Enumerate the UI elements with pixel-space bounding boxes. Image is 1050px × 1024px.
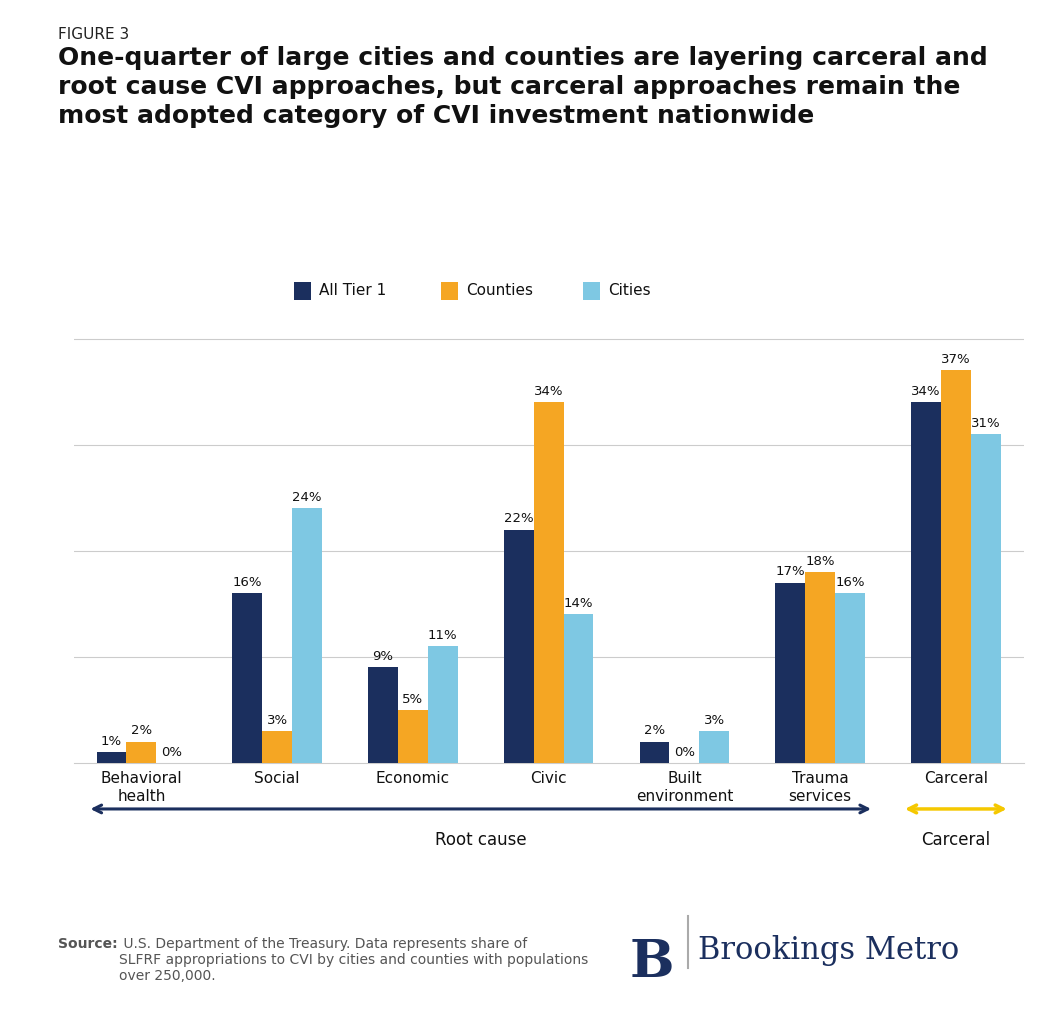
Text: 11%: 11% [428, 629, 458, 642]
Text: 2%: 2% [131, 724, 152, 737]
Bar [97, 753, 126, 763]
Bar [369, 668, 398, 763]
Text: 1%: 1% [101, 735, 122, 748]
Text: 2%: 2% [644, 724, 665, 737]
Bar [398, 710, 427, 763]
Text: 9%: 9% [373, 650, 394, 664]
Text: 3%: 3% [267, 714, 288, 727]
Bar [292, 508, 322, 763]
Bar [232, 593, 262, 763]
Bar [533, 402, 564, 763]
Text: Brookings Metro: Brookings Metro [698, 935, 960, 966]
Bar [911, 402, 941, 763]
Bar [941, 371, 971, 763]
Text: 34%: 34% [533, 385, 564, 398]
Bar [262, 731, 292, 763]
Text: 16%: 16% [232, 575, 262, 589]
Text: Root cause: Root cause [435, 831, 526, 850]
Text: Source:: Source: [58, 937, 118, 951]
Text: 18%: 18% [805, 555, 835, 567]
Text: U.S. Department of the Treasury. Data represents share of
SLFRF appropriations t: U.S. Department of the Treasury. Data re… [119, 937, 588, 983]
Bar [427, 646, 458, 763]
Bar [835, 593, 865, 763]
Bar [971, 434, 1001, 763]
Text: 3%: 3% [704, 714, 724, 727]
Text: Counties: Counties [466, 284, 533, 298]
Text: 16%: 16% [835, 575, 865, 589]
Text: Cities: Cities [608, 284, 651, 298]
Text: 24%: 24% [292, 492, 321, 504]
Text: 31%: 31% [971, 417, 1001, 430]
Text: 5%: 5% [402, 692, 423, 706]
Text: FIGURE 3: FIGURE 3 [58, 27, 129, 42]
Bar [504, 529, 533, 763]
Bar [805, 572, 835, 763]
Text: 37%: 37% [941, 353, 970, 367]
Text: 14%: 14% [564, 597, 593, 610]
Bar [775, 583, 805, 763]
Text: B: B [630, 937, 674, 988]
Bar [699, 731, 729, 763]
Text: One-quarter of large cities and counties are layering carceral and
root cause CV: One-quarter of large cities and counties… [58, 46, 987, 128]
Text: 22%: 22% [504, 512, 533, 525]
Text: 0%: 0% [674, 745, 695, 759]
Text: All Tier 1: All Tier 1 [319, 284, 386, 298]
Text: 17%: 17% [776, 565, 805, 579]
Text: 34%: 34% [911, 385, 941, 398]
Bar [639, 741, 670, 763]
Text: Carceral: Carceral [921, 831, 990, 850]
Bar [126, 741, 156, 763]
Bar [564, 614, 593, 763]
Text: 0%: 0% [161, 745, 182, 759]
